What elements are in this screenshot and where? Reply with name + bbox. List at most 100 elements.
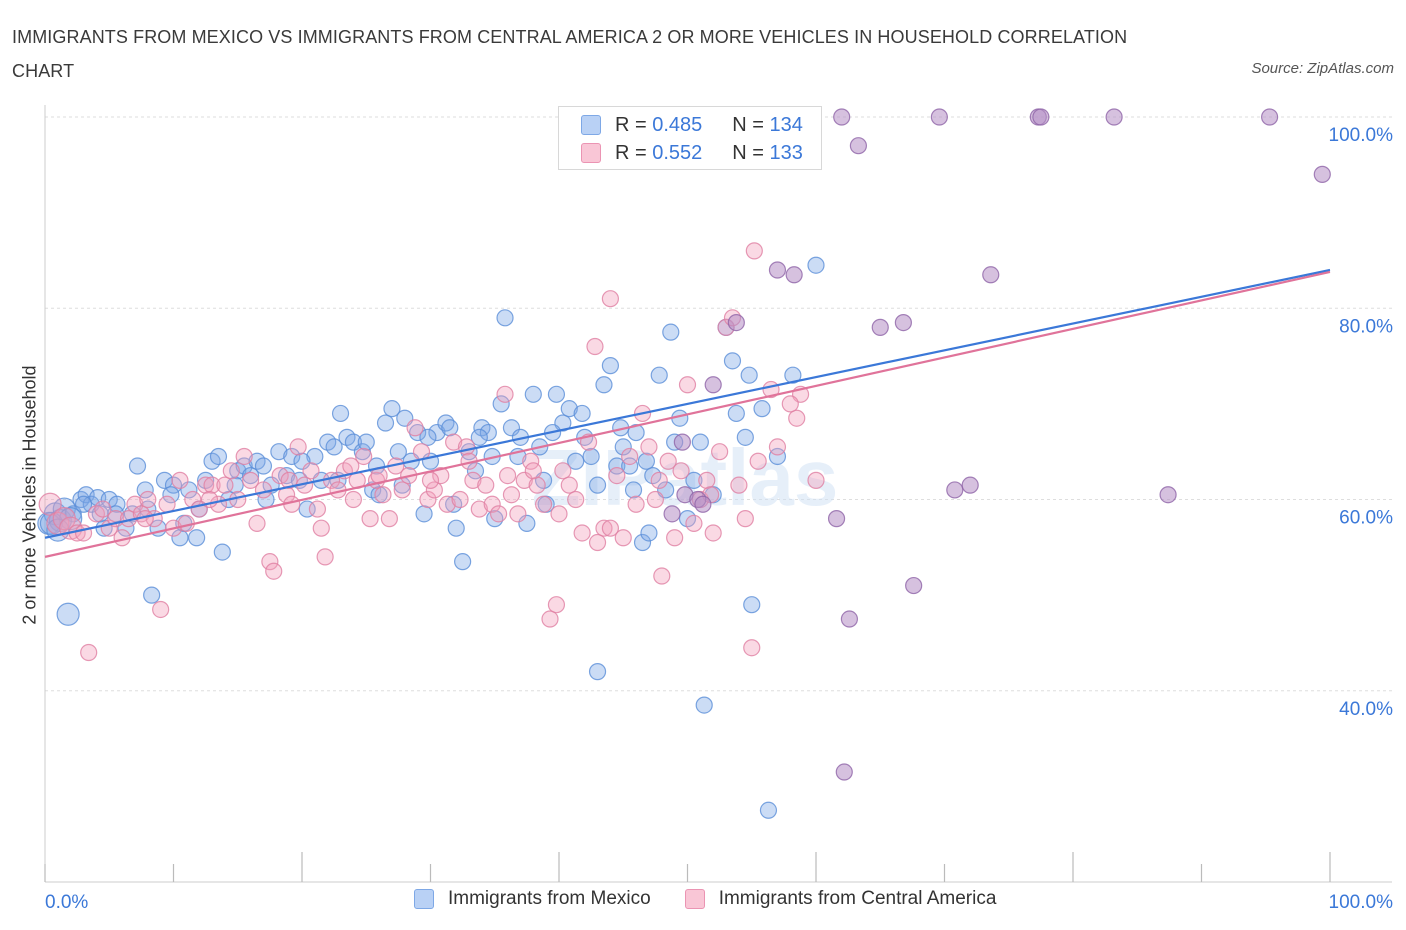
point-mexico bbox=[479, 423, 497, 442]
point-central-america bbox=[573, 524, 591, 542]
point-overlap bbox=[840, 610, 859, 628]
series-legend-central-america[interactable]: Immigrants from Central America bbox=[684, 888, 997, 910]
point-central-america bbox=[659, 452, 677, 470]
correlation-legend: R = 0.485 N = 134 R = 0.552 N = 133 bbox=[558, 106, 822, 170]
point-central-america bbox=[344, 490, 362, 509]
point-overlap bbox=[905, 576, 923, 595]
point-mexico bbox=[723, 352, 742, 370]
series-swatch-mexico bbox=[414, 889, 434, 909]
point-central-america bbox=[595, 519, 613, 537]
point-mexico bbox=[59, 507, 83, 531]
point-central-america bbox=[621, 447, 639, 466]
legend-row-mexico: R = 0.485 N = 134 bbox=[581, 111, 803, 139]
series-legend: Immigrants from Mexico Immigrants from C… bbox=[414, 888, 1030, 910]
point-central-america bbox=[374, 486, 392, 504]
point-mexico bbox=[547, 385, 566, 403]
point-mexico bbox=[254, 457, 273, 475]
point-mexico bbox=[270, 443, 288, 461]
point-mexico bbox=[277, 466, 296, 485]
point-mexico bbox=[470, 428, 488, 446]
trend-line-mexico bbox=[44, 268, 1331, 539]
point-mexico bbox=[357, 433, 375, 451]
point-central-america bbox=[614, 529, 632, 547]
point-central-america bbox=[640, 438, 658, 456]
y-tick-label: 80.0% bbox=[1339, 316, 1393, 337]
point-central-america bbox=[650, 471, 668, 489]
point-central-america bbox=[216, 476, 234, 494]
point-central-america bbox=[470, 500, 488, 518]
point-central-america bbox=[483, 495, 501, 513]
point-mexico bbox=[454, 553, 472, 571]
point-mexico bbox=[662, 323, 680, 341]
point-overlap bbox=[727, 313, 745, 332]
series-name-mexico: Immigrants from Mexico bbox=[448, 888, 651, 909]
point-mexico bbox=[727, 404, 745, 423]
point-mexico bbox=[370, 486, 388, 504]
point-central-america bbox=[522, 452, 540, 470]
point-central-america bbox=[646, 490, 664, 509]
point-overlap bbox=[785, 266, 803, 284]
point-mexico bbox=[39, 511, 64, 536]
point-mexico bbox=[376, 414, 395, 432]
point-central-america bbox=[432, 466, 450, 485]
point-central-america bbox=[524, 462, 542, 480]
point-mexico bbox=[784, 366, 802, 384]
point-mexico bbox=[637, 452, 655, 470]
y-tick-label: 60.0% bbox=[1339, 508, 1393, 529]
point-central-america bbox=[666, 529, 684, 547]
point-central-america bbox=[457, 438, 476, 456]
legend-r-label: R = bbox=[615, 141, 647, 164]
y-tick-label: 100.0% bbox=[1329, 125, 1394, 146]
point-central-america bbox=[743, 639, 761, 657]
point-central-america bbox=[248, 514, 266, 533]
point-central-america bbox=[464, 471, 482, 489]
point-central-america bbox=[421, 471, 440, 489]
tick-labels: 40.0% 60.0% 80.0% 100.0% 0.0% 100.0% bbox=[45, 125, 1393, 913]
point-central-america bbox=[380, 510, 398, 528]
legend-n-label: N = bbox=[732, 141, 764, 164]
point-mexico bbox=[143, 586, 161, 604]
point-mexico bbox=[685, 471, 703, 489]
series-swatch-central-america bbox=[684, 889, 705, 909]
point-central-america bbox=[736, 510, 754, 528]
point-overlap bbox=[946, 481, 964, 499]
point-mexico bbox=[743, 596, 761, 614]
point-mexico bbox=[740, 366, 758, 384]
point-central-america bbox=[509, 505, 527, 523]
point-central-america bbox=[788, 409, 806, 427]
point-mexico bbox=[242, 466, 260, 485]
series-legend-mexico[interactable]: Immigrants from Mexico bbox=[414, 888, 651, 910]
point-mexico bbox=[633, 533, 652, 552]
source-label: Source: ZipAtlas.com bbox=[1251, 60, 1394, 77]
trend-line-central-america bbox=[44, 270, 1331, 558]
point-central-america bbox=[438, 495, 456, 513]
point-central-america bbox=[554, 462, 572, 480]
point-overlap bbox=[663, 505, 681, 523]
point-central-america bbox=[316, 548, 334, 566]
legend-n-central-america: 133 bbox=[769, 141, 803, 164]
point-mexico bbox=[695, 696, 713, 714]
point-central-america bbox=[490, 505, 508, 523]
legend-r-central-america: 0.552 bbox=[652, 141, 703, 164]
point-central-america bbox=[406, 419, 424, 437]
point-mexico bbox=[415, 505, 433, 523]
point-central-america bbox=[94, 500, 112, 518]
point-mexico bbox=[588, 663, 607, 681]
point-overlap bbox=[1261, 108, 1279, 126]
point-central-america bbox=[711, 443, 729, 461]
point-central-america bbox=[499, 466, 517, 485]
legend-n-label: N = bbox=[732, 113, 764, 136]
point-central-america bbox=[547, 596, 566, 614]
x-tick-label: 0.0% bbox=[45, 892, 88, 913]
point-central-america bbox=[541, 610, 559, 628]
point-overlap bbox=[768, 261, 787, 279]
point-central-america bbox=[254, 481, 273, 499]
point-overlap bbox=[894, 313, 912, 332]
series-name-central-america: Immigrants from Central America bbox=[718, 888, 997, 909]
point-mexico bbox=[72, 490, 90, 509]
point-central-america bbox=[601, 290, 620, 308]
point-central-america bbox=[608, 466, 626, 485]
point-mexico bbox=[608, 457, 626, 475]
point-central-america bbox=[601, 519, 620, 537]
point-central-america bbox=[745, 242, 763, 260]
